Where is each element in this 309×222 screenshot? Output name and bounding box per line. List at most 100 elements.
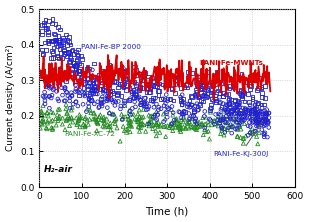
Point: [224, 121, 229, 125]
Point: [190, 95, 195, 99]
Point: [254, 121, 259, 125]
Point: [47, 86, 52, 90]
Point: [255, 102, 260, 105]
Point: [57, 107, 62, 111]
Point: [81, 103, 86, 106]
Point: [86, 101, 91, 105]
Point: [166, 126, 171, 129]
Point: [263, 131, 268, 135]
Point: [153, 129, 158, 133]
Point: [49, 119, 53, 123]
Point: [266, 121, 271, 124]
Point: [122, 83, 127, 87]
Point: [107, 112, 112, 115]
Point: [150, 76, 154, 79]
Point: [53, 41, 58, 45]
Point: [202, 110, 207, 113]
Point: [177, 126, 182, 130]
Text: PANI-Fe-XC-72: PANI-Fe-XC-72: [64, 131, 115, 137]
Point: [94, 76, 99, 79]
Point: [249, 118, 254, 121]
Point: [260, 106, 265, 110]
Point: [193, 119, 197, 123]
Point: [156, 121, 161, 124]
Point: [83, 124, 88, 127]
Point: [224, 109, 229, 112]
Point: [180, 93, 185, 97]
Point: [187, 126, 192, 130]
Point: [242, 109, 247, 112]
Point: [189, 117, 194, 121]
Point: [51, 56, 56, 60]
Point: [136, 117, 141, 121]
Point: [172, 91, 177, 95]
Point: [228, 123, 233, 127]
Point: [260, 119, 265, 123]
Point: [165, 97, 170, 100]
Point: [249, 112, 254, 115]
Point: [126, 98, 131, 102]
Point: [106, 125, 111, 128]
Point: [47, 39, 52, 42]
Point: [228, 115, 233, 119]
Point: [167, 125, 172, 129]
Point: [122, 129, 127, 132]
Point: [131, 75, 136, 78]
Point: [139, 115, 144, 119]
Point: [197, 120, 201, 124]
Point: [182, 85, 187, 89]
Point: [81, 93, 86, 97]
Point: [56, 108, 61, 111]
Point: [260, 113, 265, 116]
Point: [238, 112, 243, 115]
Point: [235, 103, 240, 106]
Point: [256, 125, 261, 128]
Point: [94, 129, 99, 133]
Point: [265, 119, 269, 122]
Point: [67, 117, 72, 121]
Point: [98, 81, 103, 84]
Point: [260, 119, 265, 123]
Point: [192, 109, 197, 113]
Point: [77, 88, 82, 92]
Point: [185, 122, 190, 125]
Point: [139, 74, 144, 77]
Point: [62, 86, 67, 89]
Point: [169, 87, 174, 91]
Point: [122, 104, 127, 107]
Point: [164, 111, 169, 115]
Point: [100, 87, 105, 91]
Point: [239, 118, 243, 122]
Point: [71, 75, 76, 79]
Point: [138, 98, 143, 102]
Point: [42, 113, 47, 117]
Point: [43, 81, 48, 85]
Point: [253, 111, 258, 115]
Point: [81, 86, 86, 90]
Point: [130, 65, 135, 69]
Point: [145, 122, 150, 125]
Point: [246, 100, 251, 103]
Point: [212, 119, 217, 123]
Point: [87, 97, 91, 101]
Point: [221, 94, 226, 97]
Point: [257, 121, 262, 125]
Point: [86, 84, 91, 88]
Point: [221, 109, 226, 113]
Point: [203, 95, 208, 99]
Point: [91, 90, 95, 94]
Point: [42, 96, 47, 99]
Point: [120, 118, 125, 121]
Point: [70, 93, 74, 97]
Point: [255, 114, 260, 117]
Point: [124, 88, 129, 92]
Point: [246, 92, 251, 96]
Point: [228, 105, 233, 109]
Point: [64, 112, 69, 115]
Point: [247, 108, 252, 112]
Point: [92, 117, 97, 121]
Point: [91, 88, 96, 91]
Point: [41, 70, 46, 73]
Point: [70, 67, 75, 70]
Point: [163, 84, 167, 88]
